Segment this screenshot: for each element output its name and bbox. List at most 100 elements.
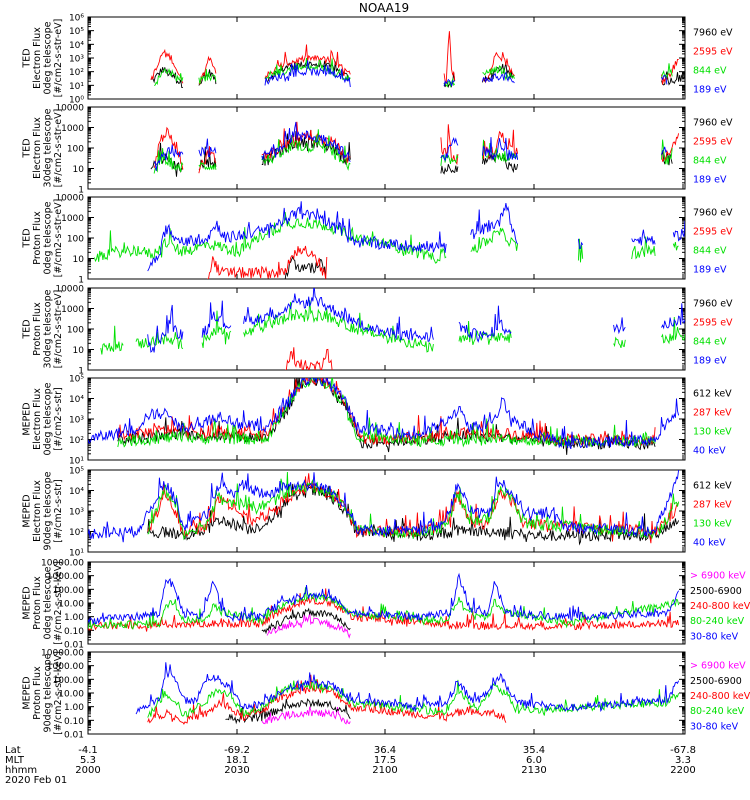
y-tick-label: 1 — [78, 367, 84, 377]
y-tick-label: 10¹ — [69, 549, 84, 559]
panel-ylabel-line: 0deg telescope — [42, 382, 53, 455]
panel-ylabel-line: [#/cm2-s-str-eV] — [53, 290, 64, 369]
legend-entry: 130 keV — [693, 519, 732, 530]
y-tick-label: 10² — [69, 436, 84, 446]
y-tick-label: 10⁰ — [69, 96, 84, 106]
panel-ylabel-line: Electron Flux — [32, 117, 43, 179]
panel-ylabel-line: [#/cm2-s-str-keV] — [53, 651, 64, 735]
series-7960-ev — [150, 60, 685, 89]
series-40-kev — [88, 470, 680, 543]
panel-ylabel: MEPEDElectron Flux90deg telescope[#/cm2-… — [21, 471, 64, 550]
x-tick-mlt: 3.3 — [675, 755, 691, 766]
legend-entry: 189 eV — [693, 265, 727, 276]
panel-7: 0.010.101.0010.00100.001000.0010000.00ME… — [21, 559, 750, 651]
series-844-ev — [100, 300, 685, 355]
legend-entry: 80-240 keV — [690, 616, 745, 627]
panel-ylabel-line: Proton Flux — [32, 666, 43, 720]
panel-data — [100, 288, 685, 370]
series-30-80-kev — [135, 662, 680, 715]
y-tick-label: 1000 — [61, 124, 84, 134]
panel-ylabel-line: [#/cm2-s-str-eV] — [53, 199, 64, 278]
panel-ylabel: TEDElectron Flux0deg telescope[#/cm2-s-s… — [21, 19, 64, 98]
panel-ylabel-line: [#/cm2-s-str] — [53, 387, 64, 450]
legend-entry: 2595 eV — [693, 137, 733, 148]
y-tick-label: 10.00 — [58, 690, 84, 700]
legend-entry: 844 eV — [693, 337, 727, 348]
legend-entry: 240-800 keV — [690, 601, 750, 612]
y-tick-label: 1000 — [61, 214, 84, 224]
panel-data — [135, 662, 680, 725]
legend-entry: 2595 eV — [693, 318, 733, 329]
panel-ylabel-line: [#/cm2-s-str] — [53, 479, 64, 542]
x-axis-date: 2020 Feb 01 — [5, 775, 67, 786]
panel-ylabel-line: Proton Flux — [32, 576, 43, 630]
panel-ylabel-line: TED — [21, 138, 32, 158]
panel-ylabel-line: [#/cm2-s-str-eV] — [53, 19, 64, 98]
x-tick-hhmm: 2000 — [75, 765, 100, 776]
panel-ylabel-line: 90deg telescope — [42, 653, 53, 732]
y-tick-label: 100 — [67, 235, 84, 245]
series-240-800-kev — [147, 674, 507, 725]
panel-frame — [87, 561, 686, 645]
panel-data — [88, 572, 680, 639]
series-189-ev — [264, 60, 668, 88]
panel-ylabel-line: MEPED — [21, 676, 32, 709]
y-tick-label: 1 — [78, 276, 84, 286]
panel-ylabel-line: 0deg telescope — [42, 21, 53, 94]
y-tick-label: 10⁶ — [69, 14, 84, 24]
y-tick-label: 10 — [73, 165, 85, 175]
y-tick-label: 0.01 — [64, 641, 84, 651]
x-tick-mlt: 17.5 — [374, 755, 396, 766]
x-row-label-lat: Lat — [5, 745, 21, 756]
panel-frame — [87, 377, 686, 461]
series-30-80-kev — [88, 572, 679, 625]
series-189-ev — [147, 201, 685, 272]
legend-entry: 287 keV — [693, 500, 732, 511]
y-tick-label: 10² — [69, 528, 84, 538]
legend-entry: > 6900 keV — [690, 661, 746, 672]
x-tick-mlt: 6.0 — [526, 755, 542, 766]
x-tick-hhmm: 2100 — [372, 765, 397, 776]
legend-entry: 2595 eV — [693, 47, 733, 58]
panel-ylabel-line: Electron Flux — [32, 388, 43, 450]
y-tick-label: 10⁵ — [69, 27, 84, 37]
legend-entry: 2500-6900 — [690, 586, 742, 597]
panel-ylabel: TEDElectron Flux30deg telescope[#/cm2-s-… — [21, 108, 64, 187]
panel-ylabel-line: 90deg telescope — [42, 471, 53, 550]
y-tick-label: 1 — [78, 186, 84, 196]
legend-entry: 844 eV — [693, 156, 727, 167]
panel-ylabel: TEDProton Flux30deg telescope[#/cm2-s-st… — [21, 289, 64, 368]
series-2595-ev — [153, 121, 680, 174]
legend-entry: 2595 eV — [693, 227, 733, 238]
panel-ylabel-line: 30deg telescope — [42, 289, 53, 368]
panel-6: 10¹ 10² 10³ 10⁴ 10⁵ MEPEDElectron Flux90deg t… — [21, 467, 732, 559]
y-tick-label: 10 — [73, 346, 85, 356]
y-tick-label: 1000 — [61, 305, 84, 315]
y-tick-label: 10000 — [55, 194, 84, 204]
y-tick-label: 1.00 — [64, 613, 84, 623]
y-tick-label: 10⁴ — [69, 487, 84, 497]
panel-ylabel-line: MEPED — [21, 494, 32, 527]
panel-frame — [87, 287, 686, 371]
panel-ylabel: MEPEDElectron Flux0deg telescope[#/cm2-s… — [21, 382, 64, 455]
x-row-label-hhmm: hhmm — [5, 765, 37, 776]
legend-entry: 2500-6900 — [690, 676, 742, 687]
legend-entry: 189 eV — [693, 175, 727, 186]
y-tick-label: 10⁴ — [69, 395, 84, 405]
panel-5: 10¹ 10² 10³ 10⁴ 10⁵ MEPEDElectron Flux0deg te… — [21, 375, 732, 467]
y-tick-label: 10³ — [69, 508, 84, 518]
legend-entry: 80-240 keV — [690, 706, 745, 717]
x-tick-lat: -67.8 — [670, 745, 696, 756]
panel-data — [88, 378, 680, 455]
legend-entry: 40 keV — [693, 446, 726, 457]
y-tick-label: 100.00 — [53, 676, 85, 686]
y-tick-label: 10000.00 — [41, 649, 84, 659]
panel-ylabel-line: MEPED — [21, 402, 32, 435]
x-tick-lat: -4.1 — [78, 745, 98, 756]
panel-ylabel-line: Electron Flux — [32, 480, 43, 542]
series-2500-6900 — [225, 698, 351, 725]
x-tick-lat: 36.4 — [374, 745, 396, 756]
